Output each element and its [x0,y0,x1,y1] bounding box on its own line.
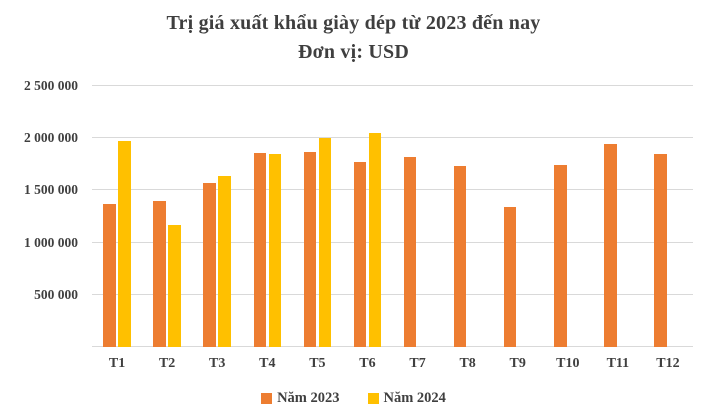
gridline [92,85,693,86]
x-tick-label: T8 [459,356,476,371]
x-tick-label: T9 [509,356,526,371]
x-tick-label: T11 [606,356,630,371]
legend-label: Năm 2024 [383,390,446,406]
bar-nam-2023-t2 [153,200,166,347]
y-tick-label: 500 000 [34,286,78,302]
bar-nam-2024-t4 [268,153,282,347]
legend: Năm 2023 Năm 2024 [0,390,707,407]
chart-title: Trị giá xuất khẩu giày dép từ 2023 đến n… [166,12,541,34]
legend-label: Năm 2023 [277,390,340,406]
y-tick-label: 2 500 000 [24,78,78,93]
bar-nam-2024-t6 [368,132,382,347]
y-tick-label: 1 500 000 [24,182,78,198]
bar-nam-2023-t12 [654,153,667,347]
bar-nam-2023-t11 [604,144,617,347]
bar-nam-2023-t4 [253,152,267,347]
x-tick-label: T6 [359,356,376,371]
x-tick-label: T12 [656,356,680,371]
bar-nam-2024-t2 [168,224,181,347]
bar-nam-2023-t7 [403,157,417,347]
legend-swatch-icon [367,393,379,404]
x-tick-label: T7 [409,356,426,371]
bar-nam-2023-t9 [503,207,517,347]
bar-nam-2023-t8 [453,166,467,347]
x-tick-label: T5 [309,356,326,371]
x-tick-label: T1 [108,356,126,371]
y-tick-label: 2 000 000 [24,130,78,146]
gridline [92,189,693,191]
legend-item-nam-2023: Năm 2023 [261,390,340,407]
y-tick-label: 1 000 000 [24,234,78,250]
gridline [92,293,693,295]
legend-swatch-icon [261,393,273,404]
x-tick-label: T4 [259,356,276,371]
gridline [92,346,693,347]
x-axis: T1 T2 T3 T4 T5 T6 T7 T8 T9 T10 T11 T12 [92,356,693,376]
x-tick-label: T2 [158,356,176,371]
y-axis: 500 000 1 000 000 1 500 000 2 000 000 2 500 … [0,78,78,347]
bar-nam-2023-t6 [353,162,367,347]
bar-nam-2024-t1 [118,141,131,347]
bar-nam-2023-t3 [203,183,216,347]
bar-nam-2024-t5 [318,138,332,347]
x-tick-label: T3 [209,356,226,371]
title-block: Trị giá xuất khẩu giày dép từ 2023 đến n… [0,9,707,67]
gridline [92,241,693,243]
bar-nam-2023-t5 [303,151,317,347]
bar-nam-2023-t10 [554,165,567,347]
legend-item-nam-2024: Năm 2024 [367,390,446,407]
x-tick-label: T10 [556,356,580,371]
bar-nam-2024-t3 [218,175,231,347]
gridline [92,137,693,139]
bar-nam-2023-t1 [103,203,116,347]
plot-area [92,85,693,347]
chart-subtitle: Đơn vị: USD [297,41,410,63]
